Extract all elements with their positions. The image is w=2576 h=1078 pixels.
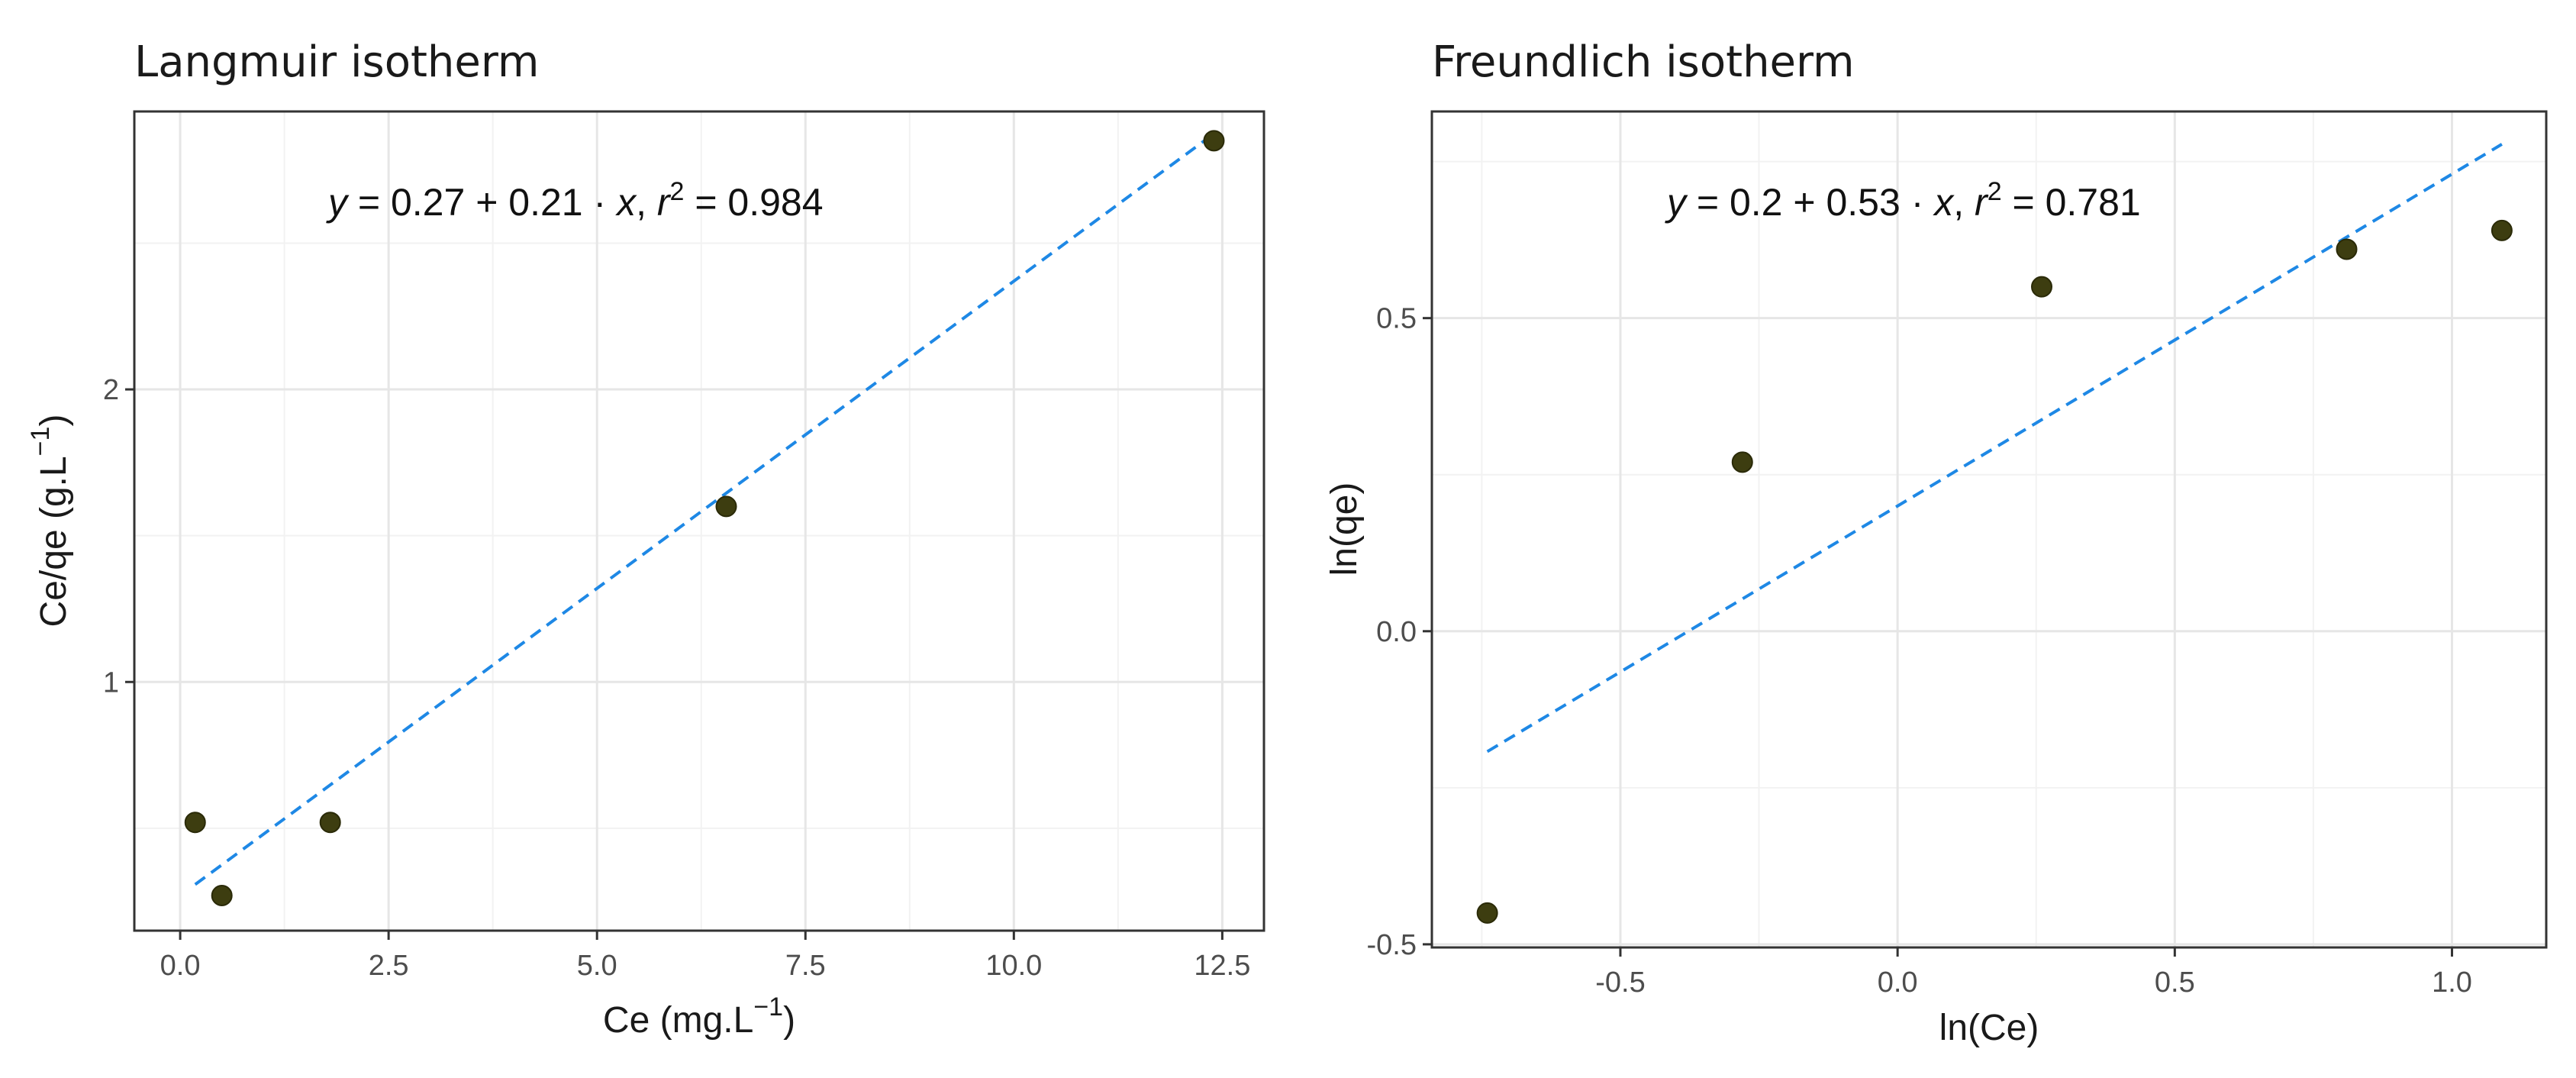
y-title-close: ) [34, 415, 74, 427]
langmuir-x-tick-label: 2.5 [369, 950, 409, 982]
langmuir-x-tick-label: 7.5 [785, 950, 826, 982]
x-title-close: ) [783, 1000, 795, 1041]
langmuir-x-tick-label: 12.5 [1194, 950, 1250, 982]
langmuir-data-point [715, 495, 737, 518]
eq-comma: , [636, 181, 657, 224]
eq-x: x [615, 181, 637, 224]
langmuir-data-point [1203, 130, 1225, 152]
freundlich-y-axis-title: ln(qe) [1324, 483, 1365, 576]
eq-y: y [326, 181, 350, 224]
y-title-main: Ce/qe (g.L [34, 456, 74, 627]
freundlich-equation: y = 0.2 + 0.53 · x, r2 = 0.781 [1665, 177, 2141, 224]
freundlich-ticks: -0.5 0.0 0.5 1.0 -0.5 0.0 0.5 [1367, 303, 2472, 999]
langmuir-points [184, 130, 1225, 907]
y-title-sup: −1 [26, 427, 55, 457]
freundlich-y-tick-label: 0.0 [1376, 616, 1417, 648]
freundlich-panel: Freundlich isotherm -0.5 0.0 0.5 1.0 -0.5 0.0… [1288, 0, 2575, 1078]
langmuir-y-tick-label: 1 [103, 666, 119, 699]
eq-y: y [1665, 181, 1688, 224]
freundlich-chart: Freundlich isotherm -0.5 0.0 0.5 1.0 -0.5 0.0… [1324, 37, 2548, 1048]
freundlich-x-tick-label: 1.0 [2432, 967, 2472, 999]
freundlich-plot-frame [1430, 110, 2548, 949]
freundlich-y-tick-label: -0.5 [1367, 929, 1417, 961]
freundlich-x-tick-label: -0.5 [1595, 967, 1645, 999]
langmuir-panel: Langmuir isotherm 0.0 2.5 5.0 7.5 10.0 12.5 1 2… [26, 37, 1265, 1041]
langmuir-data-point [184, 812, 206, 834]
langmuir-y-tick-label: 2 [103, 374, 119, 406]
eq-r-sup: 2 [670, 177, 685, 206]
eq-plus: + [465, 181, 508, 224]
eq-slope: 0.53 [1826, 181, 1900, 224]
freundlich-data-point [1476, 902, 1498, 924]
freundlich-fit-line [1486, 143, 2503, 754]
langmuir-y-axis-title: Ce/qe (g.L−1) [26, 415, 74, 628]
langmuir-equation: y = 0.27 + 0.21 · x, r2 = 0.984 [326, 177, 824, 224]
freundlich-data-point [2031, 276, 2053, 298]
eq-r: r [1975, 181, 1989, 224]
langmuir-x-tick-label: 0.0 [160, 950, 201, 982]
eq-dot: · [583, 181, 617, 224]
eq-r-value: = 0.984 [684, 181, 823, 224]
langmuir-x-tick-label: 10.0 [985, 950, 1042, 982]
freundlich-data-point [2336, 238, 2358, 260]
freundlich-x-tick-label: 0.0 [1878, 967, 1918, 999]
langmuir-fit-line [194, 132, 1215, 886]
freundlich-data-point [1731, 451, 1753, 473]
eq-slope: 0.21 [508, 181, 582, 224]
eq-intercept: 0.27 [391, 181, 465, 224]
freundlich-x-axis-title: ln(Ce) [1939, 1008, 2039, 1048]
langmuir-grid [134, 111, 1264, 931]
eq-r-sup: 2 [1988, 177, 2002, 206]
eq-dot: · [1901, 181, 1934, 224]
langmuir-x-axis-title: Ce (mg.L−1) [603, 992, 795, 1041]
freundlich-fit [1486, 143, 2503, 754]
langmuir-x-tick-label: 5.0 [577, 950, 617, 982]
eq-plus: + [1783, 181, 1826, 224]
freundlich-title: Freundlich isotherm [1432, 37, 1855, 87]
freundlich-points [1476, 219, 2513, 924]
eq-r-value: = 0.781 [2002, 181, 2141, 224]
freundlich-grid [1432, 111, 2546, 947]
langmuir-fit [194, 132, 1215, 886]
freundlich-data-point [2491, 219, 2513, 241]
langmuir-title: Langmuir isotherm [134, 37, 539, 87]
langmuir-plot-frame [133, 110, 1265, 932]
langmuir-ticks: 0.0 2.5 5.0 7.5 10.0 12.5 1 2 [103, 374, 1251, 982]
langmuir-data-point [319, 812, 341, 834]
x-title-main: Ce (mg.L [603, 1000, 753, 1041]
langmuir-data-point [211, 885, 233, 907]
freundlich-x-tick-label: 0.5 [2155, 967, 2195, 999]
eq-equals: = [347, 181, 391, 224]
eq-x: x [1933, 181, 1955, 224]
eq-equals: = [1686, 181, 1730, 224]
eq-comma: , [1953, 181, 1975, 224]
eq-intercept: 0.2 [1730, 181, 1783, 224]
freundlich-y-tick-label: 0.5 [1376, 303, 1417, 335]
x-title-sup: −1 [753, 992, 783, 1022]
langmuir-chart: Langmuir isotherm 0.0 2.5 5.0 7.5 10.0 12.5 1 2… [26, 37, 1265, 1041]
eq-r: r [657, 181, 672, 224]
